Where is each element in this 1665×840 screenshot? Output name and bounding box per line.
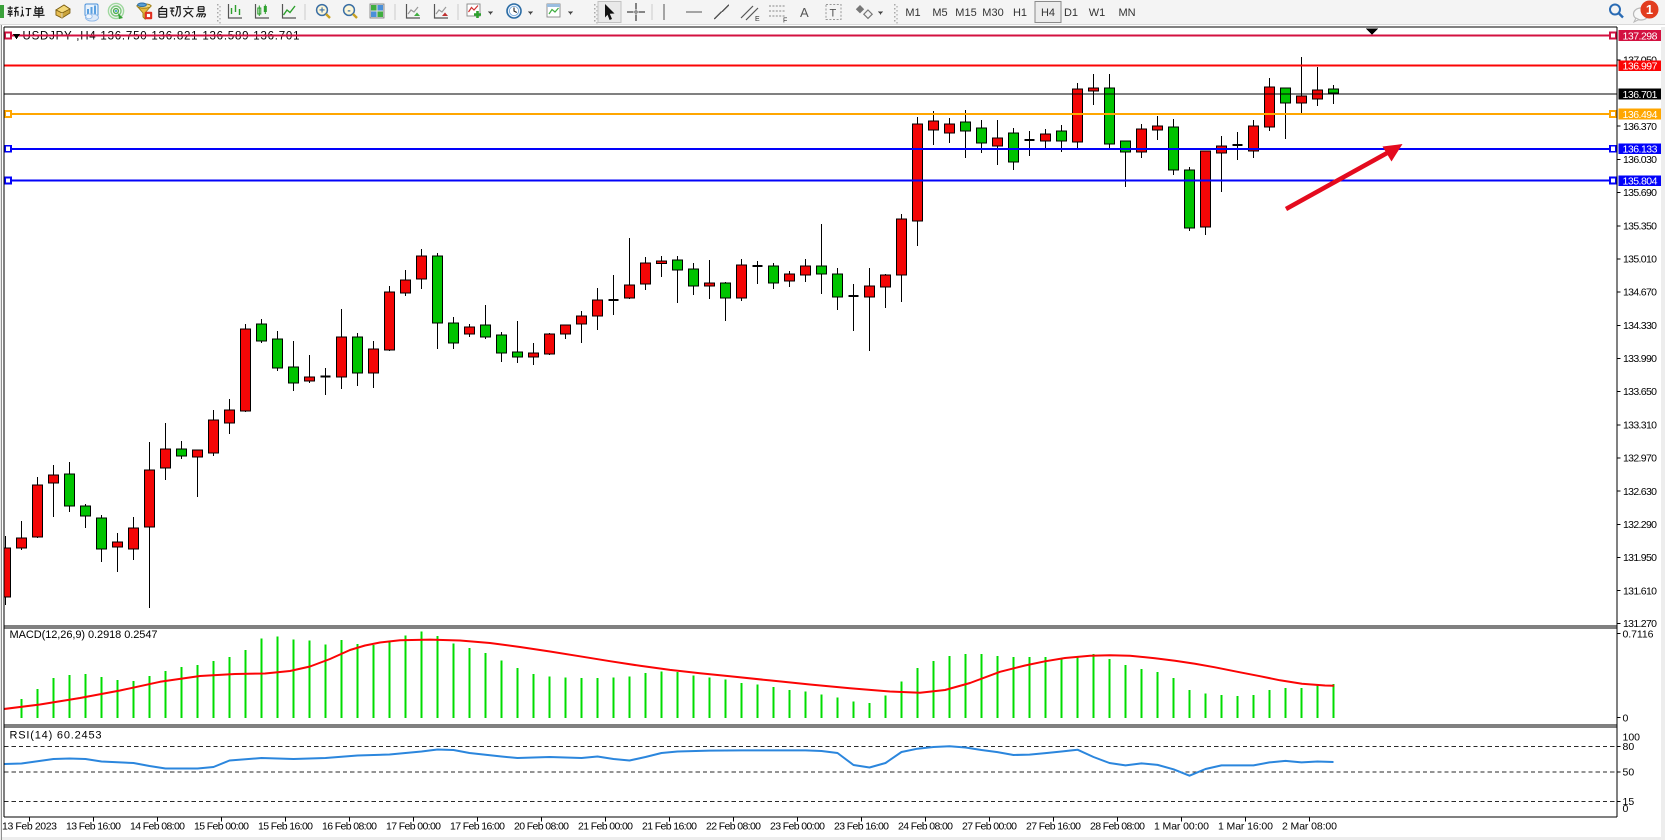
svg-text:M15: M15	[955, 7, 976, 19]
svg-text:80: 80	[1623, 741, 1635, 753]
svg-text:MN: MN	[1118, 7, 1135, 19]
svg-text:133.650: 133.650	[1623, 386, 1657, 398]
svg-text:135.804: 135.804	[1623, 175, 1658, 187]
svg-text:132.290: 132.290	[1623, 519, 1657, 531]
svg-text:+: +	[319, 5, 325, 16]
svg-text:135.010: 135.010	[1623, 254, 1657, 266]
svg-text:132.630: 132.630	[1623, 486, 1657, 498]
svg-text:14 Feb 08:00: 14 Feb 08:00	[130, 821, 185, 833]
svg-text:M1: M1	[905, 7, 920, 19]
svg-text:133.310: 133.310	[1623, 419, 1657, 431]
svg-text:H1: H1	[1013, 7, 1027, 19]
svg-text:23 Feb 00:00: 23 Feb 00:00	[770, 821, 825, 833]
svg-text:MACD(12,26,9) 0.2918 0.2547: MACD(12,26,9) 0.2918 0.2547	[10, 629, 158, 641]
svg-text:D1: D1	[1064, 7, 1078, 19]
svg-text:1: 1	[1646, 2, 1653, 17]
svg-text:0: 0	[1623, 712, 1629, 724]
svg-text:21 Feb 00:00: 21 Feb 00:00	[578, 821, 633, 833]
svg-text:H4: H4	[1041, 7, 1055, 19]
svg-text:136.494: 136.494	[1623, 109, 1658, 121]
svg-text:1 Mar 00:00: 1 Mar 00:00	[1154, 821, 1209, 833]
svg-text:-: -	[347, 5, 350, 16]
svg-text:131.610: 131.610	[1623, 585, 1657, 597]
svg-text:135.690: 135.690	[1623, 187, 1657, 199]
svg-text:136.133: 136.133	[1623, 144, 1658, 156]
svg-text:15 Feb 16:00: 15 Feb 16:00	[258, 821, 313, 833]
svg-text:13 Feb 16:00: 13 Feb 16:00	[66, 821, 121, 833]
svg-text:0.7116: 0.7116	[1623, 628, 1654, 640]
svg-text:RSI(14) 60.2453: RSI(14) 60.2453	[10, 730, 102, 742]
svg-text:136.701: 136.701	[1623, 89, 1658, 101]
svg-text:M5: M5	[932, 7, 947, 19]
svg-text:23 Feb 16:00: 23 Feb 16:00	[834, 821, 889, 833]
svg-text:17 Feb 00:00: 17 Feb 00:00	[386, 821, 441, 833]
svg-text:132.970: 132.970	[1623, 453, 1657, 465]
svg-text:2 Mar 08:00: 2 Mar 08:00	[1282, 821, 1337, 833]
svg-text:136.997: 136.997	[1623, 60, 1658, 72]
svg-text:133.990: 133.990	[1623, 353, 1657, 365]
svg-text:0: 0	[1623, 803, 1629, 815]
svg-text:22 Feb 08:00: 22 Feb 08:00	[706, 821, 761, 833]
svg-text:50: 50	[1623, 767, 1635, 779]
svg-text:131.950: 131.950	[1623, 552, 1657, 564]
svg-text:20 Feb 08:00: 20 Feb 08:00	[514, 821, 569, 833]
svg-text:17 Feb 16:00: 17 Feb 16:00	[450, 821, 505, 833]
svg-text:24 Feb 08:00: 24 Feb 08:00	[898, 821, 953, 833]
svg-text:T: T	[830, 8, 837, 20]
svg-text:15: 15	[1623, 796, 1635, 808]
svg-text:100: 100	[1623, 732, 1641, 744]
svg-text:135.350: 135.350	[1623, 220, 1657, 232]
svg-text:M30: M30	[982, 7, 1003, 19]
svg-text:27 Feb 16:00: 27 Feb 16:00	[1026, 821, 1081, 833]
svg-text:15 Feb 00:00: 15 Feb 00:00	[194, 821, 249, 833]
svg-text:W1: W1	[1089, 7, 1106, 19]
svg-text:13 Feb 2023: 13 Feb 2023	[2, 821, 57, 833]
svg-text:134.670: 134.670	[1623, 287, 1657, 299]
svg-text:F: F	[783, 18, 787, 25]
svg-text:134.330: 134.330	[1623, 320, 1657, 332]
svg-text:E: E	[755, 16, 760, 23]
svg-text:28 Feb 08:00: 28 Feb 08:00	[1090, 821, 1145, 833]
svg-text:131.270: 131.270	[1623, 618, 1657, 630]
svg-text:136.030: 136.030	[1623, 154, 1657, 166]
svg-text:27 Feb 00:00: 27 Feb 00:00	[962, 821, 1017, 833]
svg-text:21 Feb 16:00: 21 Feb 16:00	[642, 821, 697, 833]
svg-text:136.370: 136.370	[1623, 121, 1657, 133]
svg-text:A: A	[800, 5, 809, 20]
svg-text:137.298: 137.298	[1623, 30, 1658, 42]
svg-text:16 Feb 08:00: 16 Feb 08:00	[322, 821, 377, 833]
svg-text:1 Mar 16:00: 1 Mar 16:00	[1218, 821, 1273, 833]
